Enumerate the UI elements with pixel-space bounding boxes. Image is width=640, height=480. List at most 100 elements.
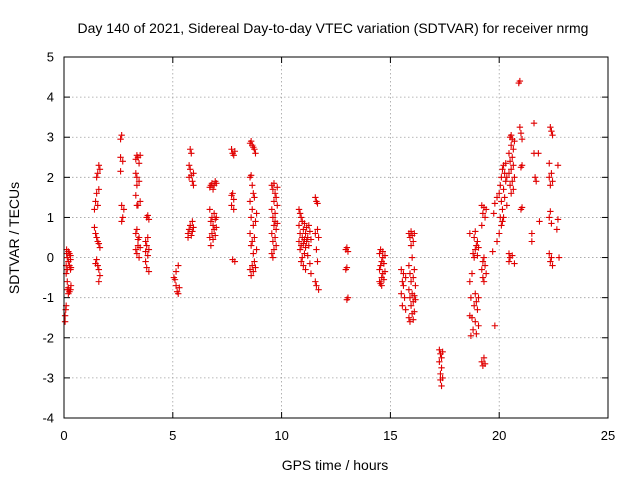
data-point [503, 202, 511, 209]
data-point [270, 246, 278, 253]
data-point [185, 162, 193, 169]
data-point [510, 186, 517, 193]
data-point [93, 256, 100, 263]
data-point [253, 210, 260, 217]
data-point [117, 136, 124, 143]
data-point [530, 119, 538, 127]
data-point [269, 254, 277, 261]
data-point [481, 262, 489, 269]
data-point [143, 242, 150, 249]
data-points [61, 77, 563, 390]
data-point [406, 270, 414, 277]
y-axis-label: SDTVAR / TECUs [6, 182, 22, 294]
data-point [549, 132, 556, 139]
data-point [94, 202, 101, 209]
data-point [94, 262, 101, 269]
data-point [64, 254, 71, 261]
data-point [548, 170, 555, 177]
data-point [500, 186, 507, 193]
data-point [496, 230, 503, 237]
data-point [209, 236, 217, 243]
data-point [482, 270, 490, 277]
data-point [528, 238, 536, 245]
data-point [268, 250, 276, 257]
data-point [184, 234, 192, 241]
data-point [380, 260, 388, 267]
data-point [230, 206, 237, 213]
data-point [378, 282, 385, 289]
data-point [399, 278, 406, 285]
data-point [296, 246, 304, 253]
data-point [344, 248, 352, 255]
data-point [546, 250, 553, 257]
data-point [144, 252, 151, 259]
data-point [402, 306, 409, 313]
x-tick-label: 15 [383, 428, 397, 443]
data-point [133, 182, 141, 189]
data-point [252, 150, 259, 157]
data-point [274, 184, 281, 191]
data-point [295, 238, 303, 245]
data-point [478, 222, 485, 229]
data-point [132, 170, 140, 177]
data-point [144, 212, 151, 219]
data-point [118, 218, 125, 225]
data-point [493, 194, 501, 201]
data-point [252, 264, 259, 271]
data-point [473, 330, 480, 337]
data-point [535, 150, 542, 157]
data-point [249, 238, 256, 245]
data-point [246, 266, 254, 273]
data-point [297, 214, 305, 221]
data-point [117, 154, 124, 161]
data-point [270, 222, 278, 229]
data-point [187, 222, 194, 229]
data-point [407, 242, 415, 249]
data-point [312, 278, 319, 285]
data-point [547, 258, 554, 265]
data-point [474, 238, 481, 245]
data-point [491, 200, 499, 207]
data-point [500, 214, 507, 221]
data-point [313, 246, 320, 253]
data-point [172, 282, 180, 289]
data-point [95, 162, 103, 169]
data-point [251, 194, 258, 201]
data-point [546, 160, 553, 167]
data-point [269, 238, 277, 245]
data-point [312, 194, 319, 201]
data-point [300, 240, 307, 247]
data-point [96, 166, 104, 173]
data-point [134, 202, 142, 209]
data-point [274, 202, 281, 209]
data-point [410, 274, 417, 281]
data-point [206, 206, 213, 213]
data-point [436, 346, 443, 354]
data-point [67, 252, 74, 259]
data-point [306, 228, 314, 235]
data-point [479, 258, 487, 265]
data-point [185, 226, 193, 233]
data-point [247, 138, 255, 145]
data-point [249, 182, 256, 189]
data-point [438, 354, 445, 362]
data-point [120, 206, 128, 213]
data-point [479, 274, 487, 281]
data-point [399, 302, 406, 309]
data-point [250, 268, 257, 275]
data-point [297, 258, 305, 265]
data-point [405, 262, 413, 269]
data-point [295, 222, 303, 229]
data-point [498, 174, 505, 181]
data-point [314, 226, 321, 233]
data-point [407, 302, 415, 309]
data-point [511, 260, 518, 267]
data-point [405, 314, 413, 321]
data-point [300, 226, 307, 233]
data-point [306, 260, 314, 267]
data-point [272, 226, 280, 233]
data-point [478, 358, 485, 366]
data-point [305, 242, 312, 249]
x-tick-label: 20 [492, 428, 506, 443]
